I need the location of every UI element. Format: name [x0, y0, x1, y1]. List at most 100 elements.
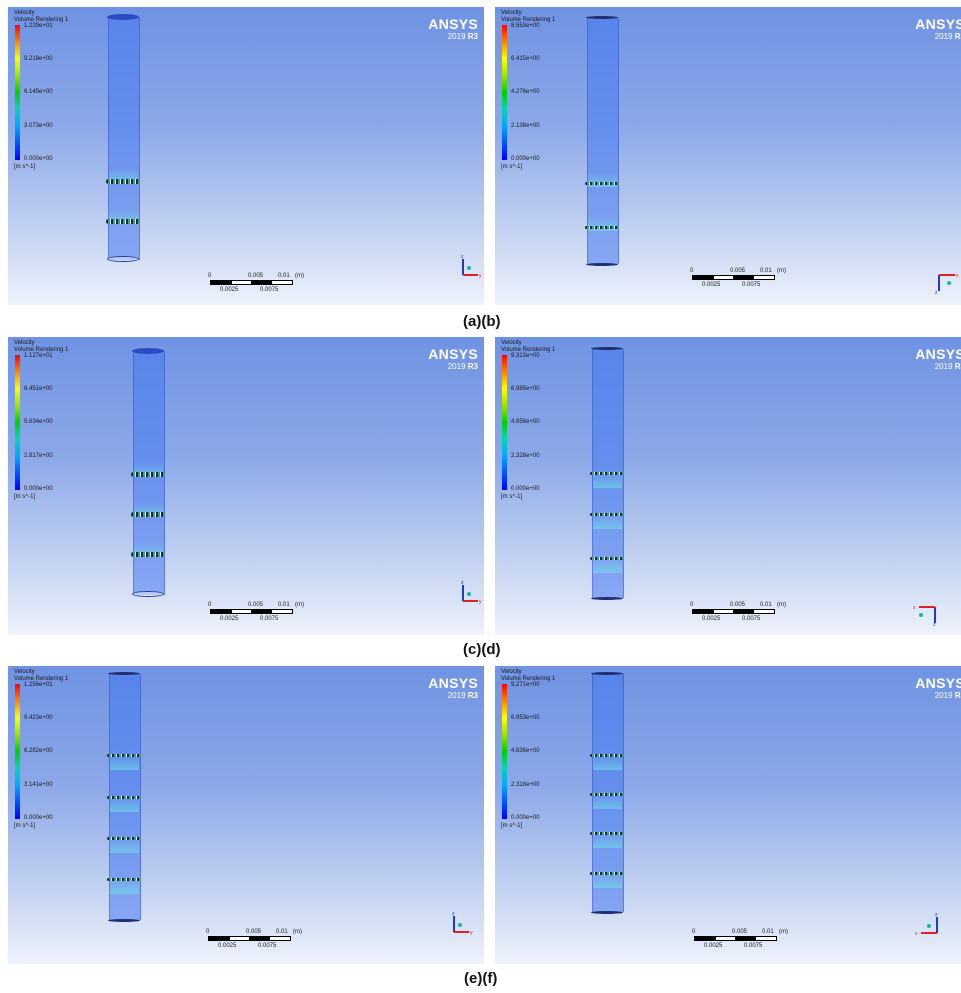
orifice-ring	[107, 796, 141, 799]
colorbar-tick: 3.141e+00	[24, 782, 53, 788]
scale-segment	[733, 275, 754, 280]
pipe-inlet	[591, 347, 623, 350]
ansys-version: 2019 R3	[934, 32, 961, 41]
pipe-outlet	[108, 919, 140, 922]
axis-triad-icon[interactable]: z y	[453, 579, 483, 605]
colorbar-tick: 3.073e+00	[24, 123, 53, 129]
scale-label: 0.0025	[218, 943, 237, 949]
scale-unit: (m)	[293, 929, 302, 935]
figure-caption: (a)(b)	[463, 313, 501, 330]
ansys-version: 2019 R3	[447, 691, 478, 700]
scale-segment	[713, 609, 734, 614]
scale-segment	[692, 275, 714, 280]
axis-triad-icon[interactable]: z y	[444, 910, 474, 936]
viewport-panel-b[interactable]: Velocity Volume Rendering 1 8.553e+00 6.…	[495, 7, 961, 305]
colorbar-tick-max: 1.256e+01	[24, 682, 53, 688]
svg-text:y: y	[479, 599, 482, 605]
colorbar	[502, 25, 507, 160]
viewport-panel-f[interactable]: Velocity Volume Rendering 1 9.271e+00 6.…	[495, 666, 961, 964]
ansys-logo: ANSYS	[915, 346, 961, 362]
velocity-plume	[593, 559, 622, 573]
colorbar-unit: [m s^-1]	[501, 164, 523, 170]
orifice-ring	[107, 837, 141, 840]
colorbar-tick: 2.318e+00	[511, 782, 540, 788]
colorbar-tick: 9.423e+00	[24, 715, 53, 721]
scale-segment	[210, 280, 232, 285]
scale-label: 0.0025	[702, 616, 721, 622]
scale-label: 0.0075	[260, 287, 279, 293]
ansys-logo: ANSYS	[428, 346, 478, 362]
colorbar-tick: 9.218e+00	[24, 56, 53, 62]
orifice-ring	[590, 872, 624, 875]
pipe-inlet	[586, 16, 618, 19]
legend-title: Velocity Volume Rendering 1	[501, 340, 556, 353]
scale-segment	[210, 609, 232, 614]
scale-label: 0	[208, 273, 212, 279]
scale-segment	[694, 936, 716, 941]
legend-title: Velocity Volume Rendering 1	[14, 669, 69, 682]
colorbar-tick: 6.145e+00	[24, 89, 53, 95]
scale-label: 0.01	[760, 268, 772, 274]
orifice-ring	[106, 219, 140, 224]
legend-title: Velocity Volume Rendering 1	[14, 340, 69, 353]
orifice-ring	[590, 513, 624, 516]
scale-label: 0.005	[730, 602, 746, 608]
viewport-panel-d[interactable]: Velocity Volume Rendering 1 9.313e+00 6.…	[495, 337, 961, 635]
figure-caption: (c)(d)	[463, 641, 501, 658]
viewport-panel-e[interactable]: Velocity Volume Rendering 1 1.256e+01 9.…	[8, 666, 484, 964]
orifice-ring	[590, 793, 624, 796]
svg-text:y: y	[479, 273, 482, 279]
colorbar-tick-min: 0.000e+00	[511, 156, 540, 162]
orifice-ring	[585, 226, 619, 229]
axis-triad-icon[interactable]: z x	[913, 601, 943, 627]
colorbar-tick: 4.636e+00	[511, 748, 540, 754]
colorbar-tick-max: 1.127e+01	[24, 353, 53, 359]
colorbar-tick-min: 0.000e+00	[511, 815, 540, 821]
legend-title: Velocity Volume Rendering 1	[14, 10, 69, 23]
scale-unit: (m)	[295, 602, 304, 608]
scale-bar: 0 0.005 0.01 (m) 0.0025 0.0075	[690, 268, 786, 288]
scale-segment	[735, 936, 756, 941]
svg-text:x: x	[913, 605, 916, 611]
viewport-panel-a[interactable]: Velocity Volume Rendering 1 1.229e+01 9.…	[8, 7, 484, 305]
scale-segment	[692, 609, 714, 614]
scale-label: 0.0025	[220, 287, 239, 293]
scale-segment	[271, 280, 293, 285]
axis-triad-icon[interactable]: z x	[931, 269, 961, 295]
colorbar-unit: [m s^-1]	[14, 823, 36, 829]
scale-segment	[249, 936, 270, 941]
svg-text:x: x	[915, 931, 918, 937]
orifice-ring	[131, 472, 165, 477]
legend-title: Velocity Volume Rendering 1	[501, 10, 556, 23]
velocity-plume	[110, 756, 139, 770]
scale-segment	[753, 609, 775, 614]
scale-label: 0.0075	[742, 282, 761, 288]
colorbar-tick: 2.328e+00	[511, 453, 540, 459]
colorbar-tick: 6.415e+00	[511, 56, 540, 62]
ansys-logo: ANSYS	[428, 675, 478, 691]
axis-triad-icon[interactable]: z y	[453, 253, 483, 279]
colorbar-tick-min: 0.000e+00	[24, 156, 53, 162]
axis-triad-icon[interactable]: z x	[915, 911, 945, 937]
ansys-logo: ANSYS	[915, 675, 961, 691]
velocity-plume	[110, 839, 139, 853]
velocity-plume	[593, 515, 622, 529]
orifice-ring	[585, 182, 619, 185]
svg-text:z: z	[461, 254, 464, 260]
viewport-panel-c[interactable]: Velocity Volume Rendering 1 1.127e+01 8.…	[8, 337, 484, 635]
svg-text:z: z	[933, 622, 936, 627]
ansys-version: 2019 R3	[447, 32, 478, 41]
scale-segment	[755, 936, 777, 941]
scale-segment	[713, 275, 734, 280]
colorbar-unit: [m s^-1]	[501, 823, 523, 829]
colorbar-unit: [m s^-1]	[14, 494, 36, 500]
colorbar	[15, 25, 20, 160]
orifice-ring	[590, 754, 624, 757]
pipe-outlet	[591, 911, 623, 914]
figure-caption: (e)(f)	[464, 970, 498, 987]
scale-unit: (m)	[295, 273, 304, 279]
colorbar-tick: 4.656e+00	[511, 419, 540, 425]
velocity-plume	[110, 880, 139, 894]
scale-label: 0.005	[248, 273, 264, 279]
scale-label: 0.0075	[744, 943, 763, 949]
